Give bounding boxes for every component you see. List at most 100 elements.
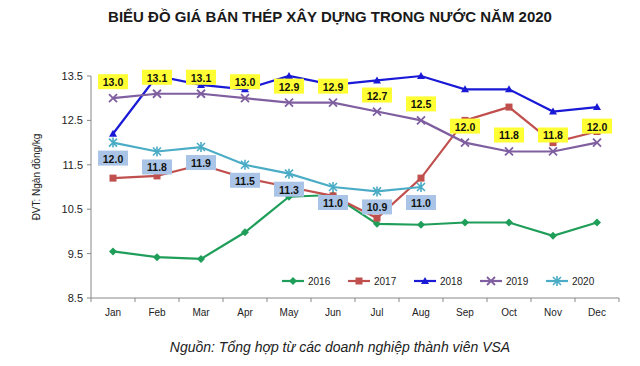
y-tick-label: 13.5 — [62, 70, 83, 82]
point — [461, 219, 469, 227]
series-line — [113, 94, 597, 152]
data-label: 10.9 — [367, 201, 388, 213]
data-label-box — [450, 119, 480, 134]
point — [505, 85, 513, 92]
y-tick — [87, 209, 91, 210]
point — [197, 255, 205, 263]
data-label-box — [582, 119, 612, 134]
y-tick-label: 12.5 — [62, 114, 83, 126]
data-label-box — [98, 74, 128, 89]
point — [461, 139, 469, 147]
y-axis — [91, 76, 92, 298]
point — [549, 147, 557, 155]
point — [285, 72, 293, 79]
point — [329, 182, 337, 192]
point — [373, 76, 381, 83]
y-tick-label: 8.5 — [68, 292, 83, 304]
data-label: 13.0 — [235, 76, 256, 88]
point — [553, 276, 561, 286]
point — [417, 182, 425, 192]
data-label-box — [230, 173, 260, 188]
point — [373, 186, 381, 196]
x-tick — [619, 298, 620, 302]
point — [505, 219, 513, 227]
x-tick — [531, 298, 532, 302]
point — [374, 215, 381, 222]
legend: 20162017201820192020 — [282, 276, 595, 287]
data-label: 11.0 — [411, 197, 431, 209]
point — [241, 94, 249, 102]
data-label-box — [362, 199, 392, 214]
plot-area — [109, 72, 601, 263]
data-label: 12.7 — [367, 90, 388, 102]
point — [109, 130, 117, 137]
data-label-box — [318, 79, 348, 94]
data-label: 12.0 — [455, 121, 476, 133]
data-label-box — [494, 127, 524, 142]
y-tick-label: 10.5 — [62, 203, 83, 215]
y-axis-label: ĐVT: Ngàn đồng/kg — [31, 134, 42, 221]
data-label-box — [98, 151, 128, 166]
legend-label: 2019 — [506, 276, 529, 287]
data-label: 12.0 — [587, 121, 608, 133]
point — [421, 277, 429, 284]
point — [110, 175, 117, 182]
point — [373, 108, 381, 116]
data-label: 11.9 — [191, 157, 211, 169]
x-tick-label: Nov — [544, 307, 562, 318]
x-tick — [91, 298, 92, 302]
point — [329, 99, 337, 107]
data-label-box — [186, 70, 216, 85]
point — [593, 219, 601, 227]
point — [109, 138, 117, 148]
data-label: 12.9 — [323, 81, 344, 93]
data-label: 12.5 — [411, 98, 432, 110]
point — [241, 160, 249, 170]
point — [417, 72, 425, 79]
x-tick-label: Dec — [588, 307, 606, 318]
data-label-box — [274, 79, 304, 94]
y-tick — [87, 298, 91, 299]
y-tick — [87, 253, 91, 254]
data-label: 11.8 — [147, 161, 167, 173]
legend-label: 2018 — [440, 276, 463, 287]
x-tick-label: Jun — [325, 307, 341, 318]
point — [241, 228, 249, 236]
x-tick — [355, 298, 356, 302]
point — [289, 277, 297, 285]
point — [593, 139, 601, 147]
point — [487, 277, 495, 285]
x-tick — [575, 298, 576, 302]
data-label: 11.0 — [323, 197, 343, 209]
chart: BIỂU ĐỒ GIÁ BÁN THÉP XÂY DỰNG TRONG NƯỚC… — [0, 0, 640, 366]
data-labels: 13.013.113.113.012.912.912.712.512.011.8… — [98, 70, 612, 215]
point — [153, 146, 161, 156]
point — [356, 278, 363, 285]
series-line — [113, 76, 597, 134]
data-label-box — [406, 96, 436, 111]
data-label-box — [186, 155, 216, 170]
title: BIỂU ĐỒ GIÁ BÁN THÉP XÂY DỰNG TRONG NƯỚC… — [108, 8, 552, 25]
point — [506, 104, 513, 111]
y-tick-label: 11.5 — [62, 159, 83, 171]
point — [418, 175, 425, 182]
data-label-box — [362, 88, 392, 103]
point — [417, 221, 425, 229]
x-tick-label: Jul — [371, 307, 384, 318]
x-tick-label: Oct — [501, 307, 517, 318]
series-line — [113, 143, 421, 192]
x-tick — [267, 298, 268, 302]
data-label: 11.8 — [499, 129, 519, 141]
x-tick — [223, 298, 224, 302]
point — [593, 103, 601, 110]
point — [197, 142, 205, 152]
x-tick-label: May — [280, 307, 299, 318]
point — [285, 169, 293, 179]
y-tick-label: 9.5 — [68, 248, 83, 260]
data-label: 13.1 — [191, 72, 212, 84]
point — [197, 90, 205, 98]
data-label-box — [142, 159, 172, 174]
data-label: 13.1 — [147, 72, 168, 84]
data-label-box — [230, 74, 260, 89]
legend-label: 2020 — [572, 276, 595, 287]
